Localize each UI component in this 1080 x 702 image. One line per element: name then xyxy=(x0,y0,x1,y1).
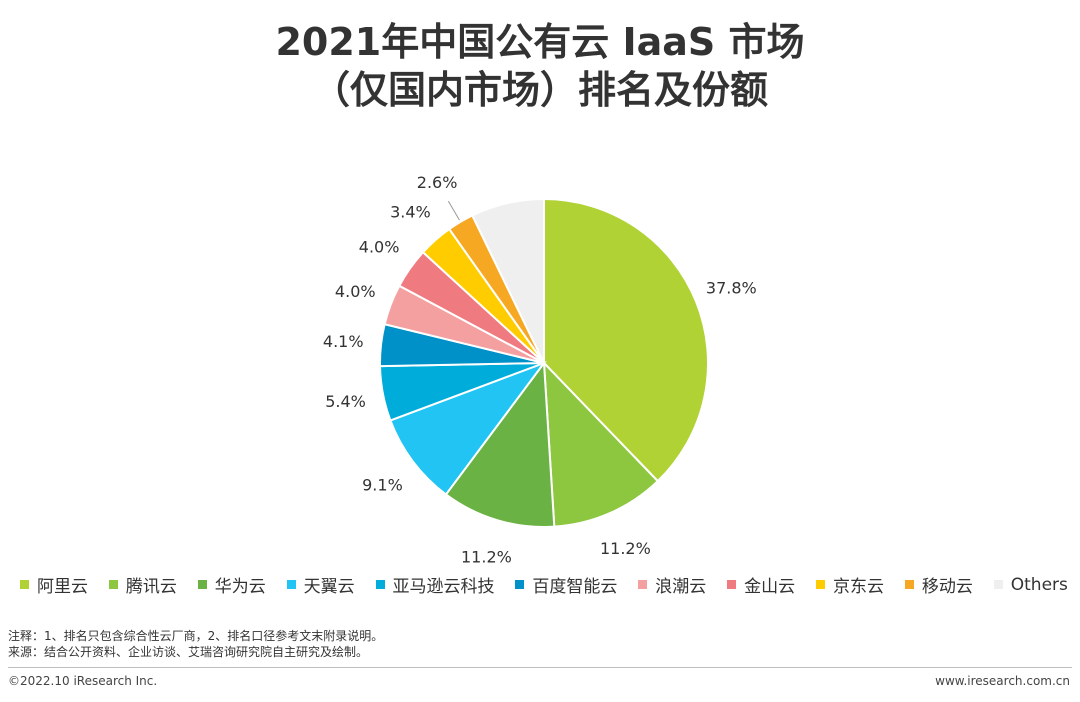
data-label-1: 11.2% xyxy=(600,539,651,558)
legend-label: 浪潮云 xyxy=(655,577,707,597)
legend-swatch xyxy=(108,580,118,589)
chart-title-line2: （仅国内市场）排名及份额 xyxy=(311,68,768,112)
pie-slices xyxy=(379,197,709,528)
pie-slice-10 xyxy=(470,197,545,364)
data-label-5: 4.1% xyxy=(323,332,364,351)
legend-swatch xyxy=(20,580,29,589)
data-label-0: 37.8% xyxy=(706,278,757,297)
legend-swatch xyxy=(816,580,825,589)
legend-label: 腾讯云 xyxy=(125,577,177,597)
data-label-3: 9.1% xyxy=(362,475,403,494)
legend-swatch xyxy=(197,580,207,589)
data-label-9: 2.6% xyxy=(417,173,458,192)
leader-line-9 xyxy=(447,200,460,221)
legend-item-8: 京东云 xyxy=(816,572,884,597)
legend-swatch xyxy=(286,580,296,589)
data-label-8: 3.4% xyxy=(390,202,431,221)
chart-legend: 阿里云 腾讯云 华为云 天翼云 亚马逊云科技 百度智能云 浪潮云 金山云 京东云 移动云 Other… xyxy=(20,572,1068,597)
legend-label: 金山云 xyxy=(744,577,796,597)
legend-item-2: 华为云 xyxy=(197,572,266,597)
legend-item-9: 移动云 xyxy=(904,572,973,597)
notes-line: 注释：1、排名只包含综合性云厂商，2、排名口径参考文末附录说明。 xyxy=(8,629,384,643)
legend-swatch xyxy=(515,580,525,589)
legend-item-7: 金山云 xyxy=(727,572,795,597)
legend-label: 百度智能云 xyxy=(532,577,618,597)
legend-item-4: 亚马逊云科技 xyxy=(375,572,495,597)
legend-label: Others xyxy=(1010,574,1068,595)
legend-label: 京东云 xyxy=(833,577,884,597)
pie-data-labels: 37.8% 11.2% 11.2% 9.1% 5.4% 4.1% 4.0% 4.0% 3.4% 2… xyxy=(323,173,757,566)
chart-notes: 注释：1、排名只包含综合性云厂商，2、排名口径参考文末附录说明。 来源：结合公开… xyxy=(8,628,383,660)
legend-item-3: 天翼云 xyxy=(286,572,355,597)
data-label-4: 5.4% xyxy=(325,392,366,411)
data-label-6: 4.0% xyxy=(335,282,376,301)
copyright-text: ©2022.10 iResearch Inc. xyxy=(8,674,158,688)
legend-swatch xyxy=(638,580,648,589)
legend-swatch xyxy=(727,580,737,589)
legend-item-0: 阿里云 xyxy=(20,572,88,597)
footer-divider xyxy=(8,667,1072,668)
pie-slice-3 xyxy=(389,360,547,496)
legend-label: 亚马逊云科技 xyxy=(392,577,495,597)
data-label-2: 11.2% xyxy=(461,548,512,567)
pie-leader-lines xyxy=(447,200,460,221)
legend-item-6: 浪潮云 xyxy=(638,572,706,597)
legend-label: 天翼云 xyxy=(303,577,355,597)
legend-label: 移动云 xyxy=(921,577,973,597)
pie-slice-1 xyxy=(542,360,660,528)
legend-swatch xyxy=(904,580,914,589)
pie-slice-2 xyxy=(444,360,556,528)
legend-swatch xyxy=(993,580,1003,589)
legend-item-1: 腾讯云 xyxy=(108,572,177,597)
chart-title-line1: 2021年中国公有云 IaaS 市场 xyxy=(275,20,805,64)
legend-item-10: Others xyxy=(993,574,1068,595)
legend-item-5: 百度智能云 xyxy=(515,572,617,597)
source-line: 来源：结合公开资料、企业访谈、艾瑞咨询研究院自主研究及绘制。 xyxy=(8,645,369,659)
website-url: www.iresearch.com.cn xyxy=(935,674,1070,688)
legend-label: 华为云 xyxy=(214,577,266,597)
pie-slice-0 xyxy=(543,197,709,483)
legend-swatch xyxy=(375,580,385,589)
data-label-7: 4.0% xyxy=(359,237,400,256)
legend-label: 阿里云 xyxy=(37,577,88,597)
